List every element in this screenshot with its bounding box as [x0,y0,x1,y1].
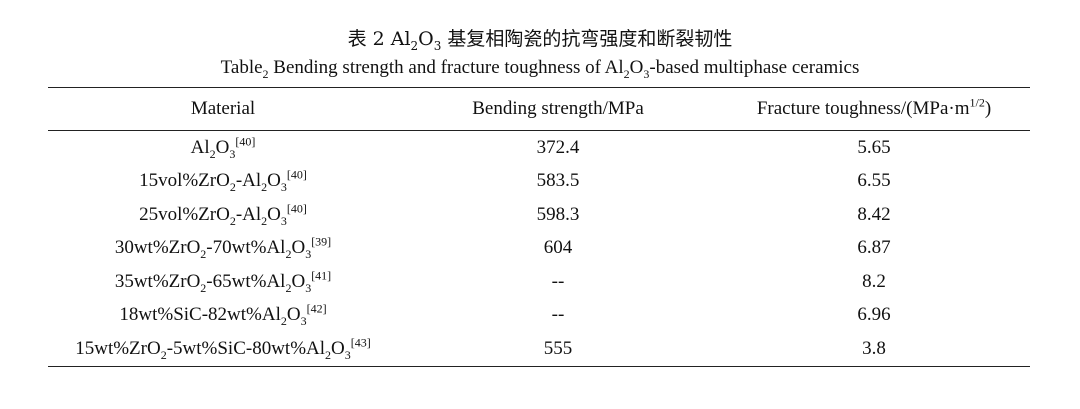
table-cell: 372.4 [536,136,580,158]
table-cell: 5.65 [857,136,891,158]
header-cell: Bending strength/MPa [472,98,644,119]
table-cell: -- [551,304,565,326]
table-cell: 3.8 [862,337,886,359]
table-cell: -- [551,270,565,292]
table-row: 30wt%ZrO2-70wt%Al2O3[39] 604 6.87 [48,232,1030,266]
table-cell: 25vol%ZrO2-Al2O3[40] [139,201,307,228]
table-row: Al2O3[40] 372.4 5.65 [48,131,1030,165]
table-cell: 6.55 [857,170,891,192]
table: Material Bending strength/MPa Fracture tou… [48,87,1030,367]
table-cell: 15wt%ZrO2-5wt%SiC-80wt%Al2O3[43] [75,335,371,362]
table-row: 35wt%ZrO2-65wt%Al2O3[41] -- 8.2 [48,265,1030,299]
table-cell: Al2O3[40] [190,134,256,161]
header-cell: Fracture toughness/(MPa·m1/2) [756,95,992,119]
table-row: 15wt%ZrO2-5wt%SiC-80wt%Al2O3[43] 555 3.8 [48,332,1030,366]
table-cell: 8.2 [862,270,886,292]
table-cell: 30wt%ZrO2-70wt%Al2O3[39] [114,234,332,262]
table-row: 18wt%SiC-82wt%Al2O3[42] -- 6.96 [48,299,1030,333]
caption-chinese: 表 2 Al2O3 基复相陶瓷的抗弯强度和断裂韧性 [347,28,733,53]
table-row: 15vol%ZrO2-Al2O3[40] 583.5 6.55 [48,165,1030,199]
table-cell: 555 [543,337,573,359]
table-cell: 8.42 [857,203,891,225]
caption-english: Table2 Bending strength and fracture tou… [220,57,860,81]
header-cell: Material [190,98,256,119]
table-cell: 15vol%ZrO2-Al2O3[40] [139,167,307,195]
table-body: Al2O3[40] 372.4 5.65 15vol%ZrO2-Al2O3[40] 58… [48,131,1030,366]
table-cell: 583.5 [536,170,580,192]
table-cell: 598.3 [536,203,580,225]
table-cell: 18wt%SiC-82wt%Al2O3[42] [119,301,327,329]
table-cell: 6.96 [857,304,891,326]
table-cell: 35wt%ZrO2-65wt%Al2O3[41] [114,268,332,295]
header-row: Material Bending strength/MPa Fracture tou… [48,87,1030,131]
table-row: 25vol%ZrO2-Al2O3[40] 598.3 8.42 [48,198,1030,232]
table-cell: 604 [543,237,573,259]
table-cell: 6.87 [857,237,891,259]
